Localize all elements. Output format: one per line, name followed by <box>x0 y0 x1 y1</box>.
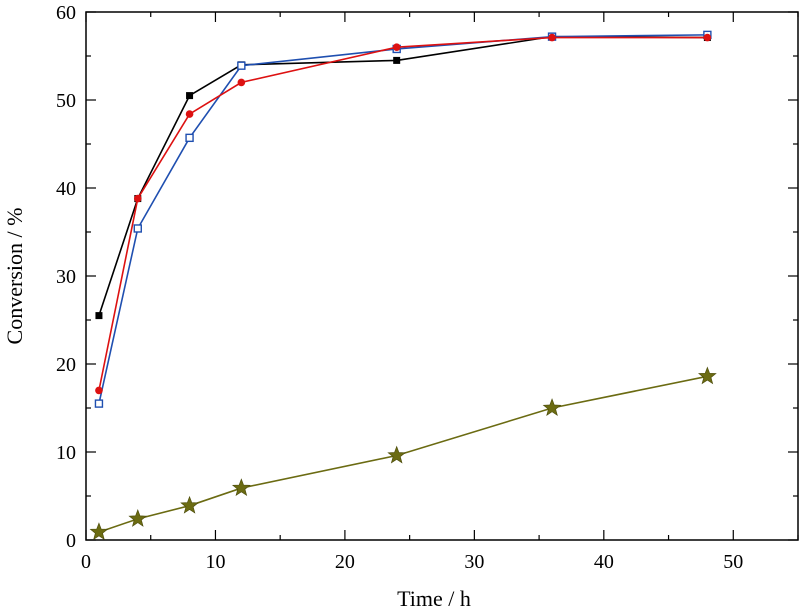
x-axis-ticks: 0 10 20 30 40 50 <box>81 12 799 573</box>
x-tick-label: 40 <box>594 551 614 573</box>
series-2-line <box>98 34 708 404</box>
series-1-line <box>98 35 708 316</box>
x-tick-label: 30 <box>464 551 484 573</box>
y-tick-label: 20 <box>56 354 76 376</box>
data-point <box>548 33 556 42</box>
data-point <box>95 312 103 320</box>
y-axis-title: Conversion / % <box>2 208 27 345</box>
series-3-line <box>98 36 708 391</box>
data-point <box>185 110 194 118</box>
series-4 <box>89 366 717 541</box>
y-tick-label: 0 <box>66 530 76 552</box>
y-tick-label: 30 <box>56 266 76 288</box>
data-point <box>237 61 246 70</box>
data-point <box>237 78 246 87</box>
data-point <box>393 56 401 64</box>
data-point <box>703 33 712 42</box>
series-2 <box>94 30 712 408</box>
series-layer <box>89 30 717 541</box>
data-point <box>542 398 562 416</box>
data-point <box>180 495 199 514</box>
y-axis-ticks: 0 10 20 30 40 50 60 <box>56 2 798 552</box>
data-point <box>94 399 104 408</box>
y-tick-label: 50 <box>56 90 76 112</box>
data-point <box>698 366 717 385</box>
x-tick-label: 20 <box>335 551 355 573</box>
data-point <box>392 43 401 51</box>
data-point <box>133 194 142 203</box>
data-point <box>133 224 142 233</box>
data-point <box>95 386 103 395</box>
series-3 <box>95 33 712 395</box>
x-tick-label: 50 <box>723 551 743 573</box>
data-point <box>231 478 251 497</box>
x-tick-label: 10 <box>205 551 225 573</box>
data-point <box>89 522 109 541</box>
x-axis-title: Time / h <box>397 586 471 611</box>
y-tick-label: 60 <box>56 2 76 24</box>
x-tick-label: 0 <box>81 551 91 573</box>
y-tick-label: 10 <box>56 442 76 464</box>
data-point <box>185 133 194 143</box>
data-point <box>128 509 148 527</box>
series-1 <box>95 33 711 320</box>
y-tick-label: 40 <box>56 178 76 200</box>
data-point <box>387 445 407 464</box>
data-point <box>186 92 194 100</box>
plot-frame <box>85 11 799 541</box>
